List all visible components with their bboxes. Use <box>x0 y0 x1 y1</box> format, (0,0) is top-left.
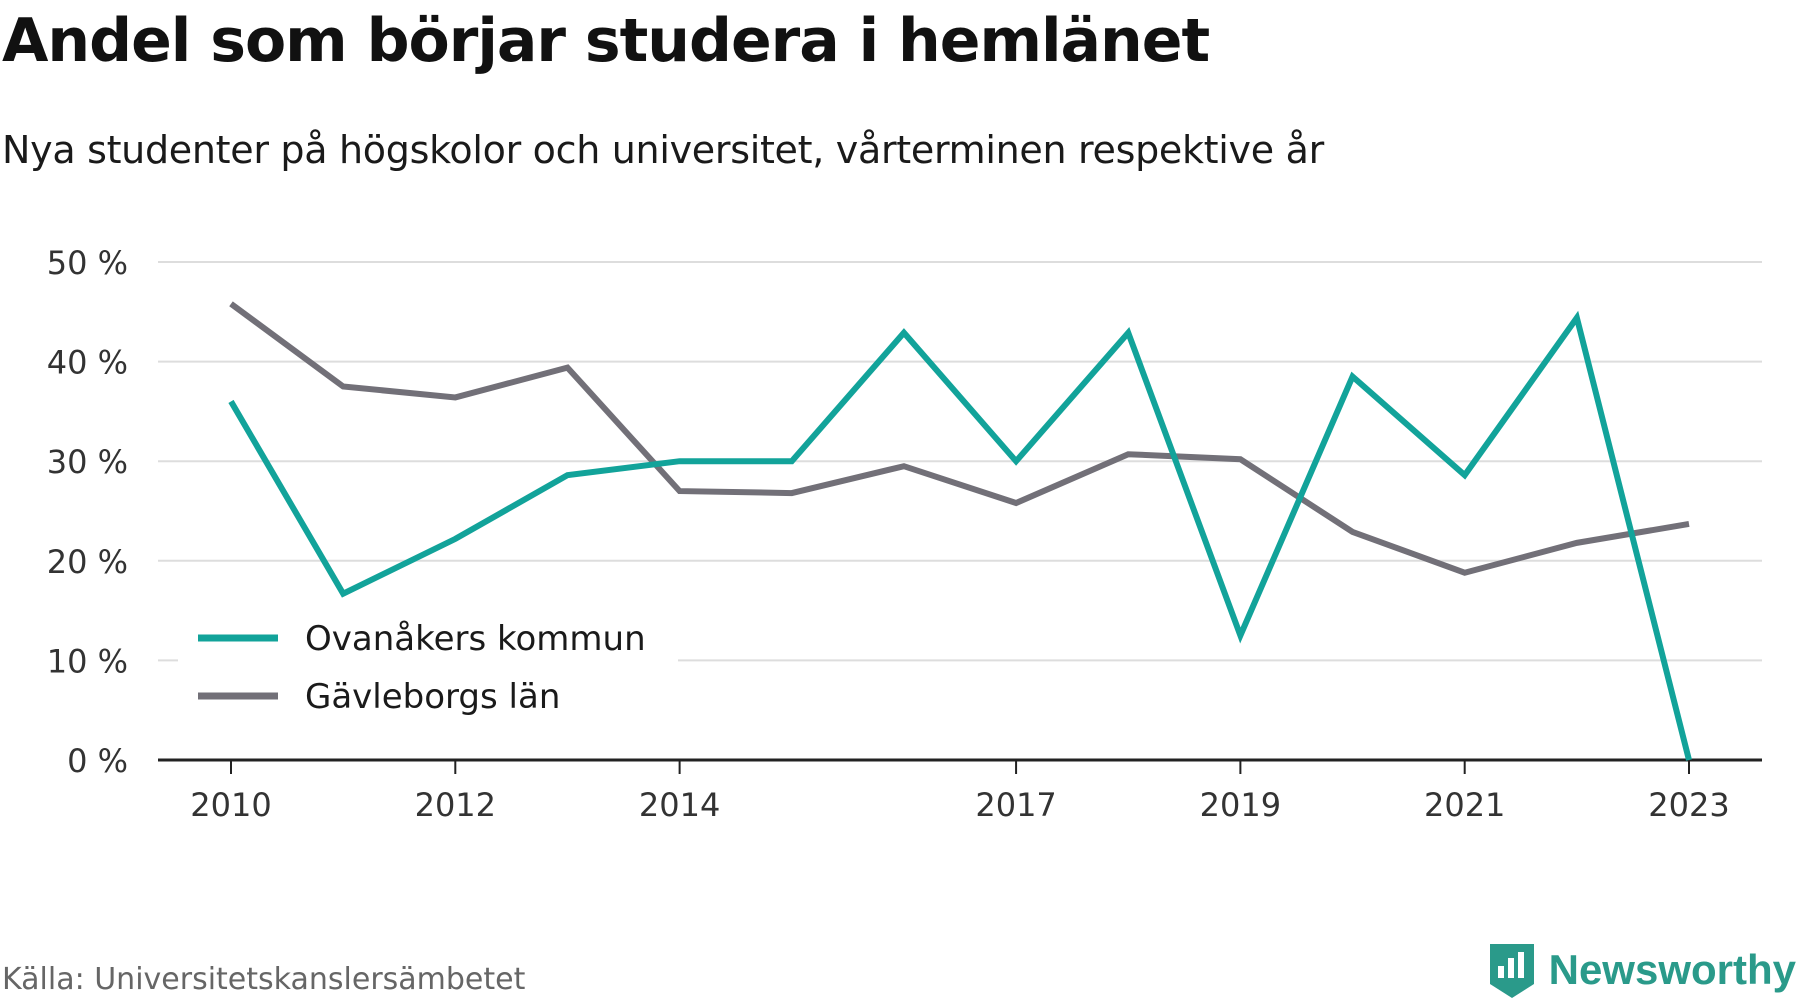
y-tick-label: 20 % <box>47 543 128 581</box>
x-tick-label: 2010 <box>190 786 271 824</box>
newsworthy-logo-icon <box>1489 944 1534 998</box>
x-tick-label: 2019 <box>1200 786 1281 824</box>
legend-label: Ovanåkers kommun <box>305 619 646 659</box>
brand-name: Newsworthy <box>1548 946 1796 993</box>
series-lines <box>228 301 1692 761</box>
y-tick-label: 0 % <box>67 742 128 780</box>
x-tick-label: 2012 <box>415 786 496 824</box>
x-axis <box>158 758 1762 774</box>
x-tick-label: 2014 <box>639 786 720 824</box>
series-line-gavleborg <box>229 301 1690 576</box>
y-axis-labels: 0 % 10 % 20 % 30 % 40 % 50 % <box>47 244 128 780</box>
series-line-ovanaker <box>228 310 1692 761</box>
legend-background <box>178 606 678 736</box>
x-tick-label: 2021 <box>1424 786 1505 824</box>
grid-lines <box>158 261 1762 662</box>
x-axis-labels: 2010 2012 2014 2017 2019 2021 2023 <box>190 786 1729 824</box>
chart-title: Andel som börjar studera i hemlänet <box>2 6 1210 76</box>
x-tick-label: 2017 <box>975 786 1056 824</box>
line-chart: 0 % 10 % 20 % 30 % 40 % 50 % 2010 2012 2014 2017… <box>47 244 1762 824</box>
legend-label: Gävleborgs län <box>305 677 560 717</box>
y-tick-label: 10 % <box>47 642 128 680</box>
source-note: Källa: Universitetskanslersämbetet <box>2 962 526 997</box>
y-tick-label: 40 % <box>47 344 128 382</box>
newsworthy-logo: Newsworthy <box>1487 940 1796 1000</box>
y-tick-label: 50 % <box>47 244 128 282</box>
y-tick-label: 30 % <box>47 443 128 481</box>
x-tick-label: 2023 <box>1648 786 1729 824</box>
chart-subtitle: Nya studenter på högskolor och universit… <box>2 128 1324 172</box>
legend: Ovanåkers kommun Gävleborgs län <box>178 606 678 736</box>
